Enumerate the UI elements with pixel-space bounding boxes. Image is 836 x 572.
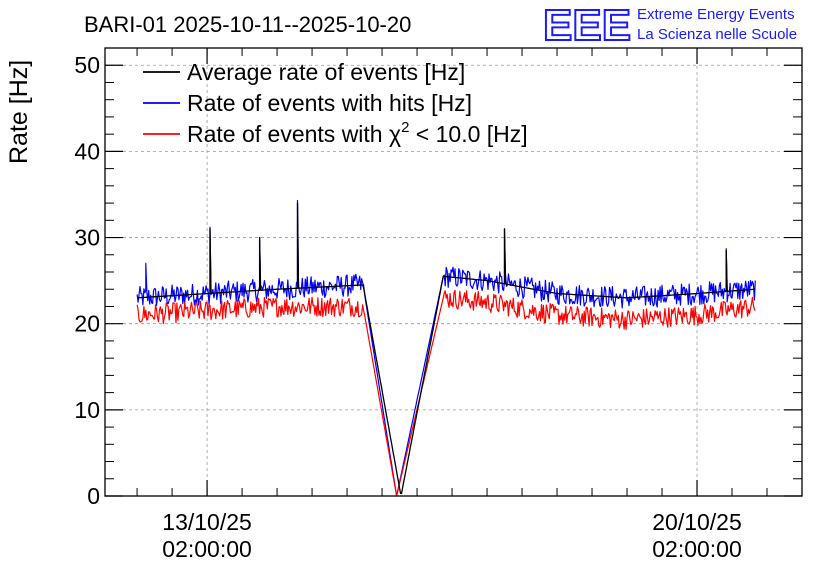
series-line-0: [137, 202, 756, 495]
x-tick-time-label: 02:00:00: [652, 536, 742, 562]
x-tick-time-label: 02:00:00: [162, 536, 252, 562]
y-tick-label: 20: [74, 311, 100, 337]
y-tick-label: 30: [74, 225, 100, 251]
y-tick-label: 10: [74, 397, 100, 423]
legend-label-average: Average rate of events [Hz]: [187, 59, 465, 85]
legend: Average rate of events [Hz] Rate of even…: [143, 59, 528, 147]
series-line-2: [136, 289, 756, 497]
legend-chi2-suffix: < 10.0 [Hz]: [409, 121, 527, 147]
y-tick-label: 40: [74, 138, 100, 164]
legend-chi2-symbol: χ: [389, 121, 401, 147]
y-tick-label: 0: [87, 483, 100, 509]
series-layer: [136, 199, 756, 497]
legend-label-chi2: Rate of events with χ2 < 10.0 [Hz]: [187, 119, 528, 147]
x-tick-date-label: 20/10/25: [652, 509, 742, 535]
legend-chi2-power: 2: [401, 119, 409, 136]
eee-logo: EEE Extreme Energy Events La Scienza nel…: [542, 0, 797, 51]
grid-lines: [105, 48, 802, 496]
logo-line-1: Extreme Energy Events: [637, 6, 795, 23]
logo-line-2: La Scienza nelle Scuole: [637, 26, 797, 43]
x-tick-date-label: 13/10/25: [162, 509, 252, 535]
logo-mark: EEE: [543, 1, 631, 50]
y-axis-label: Rate [Hz]: [5, 60, 33, 164]
legend-chi2-prefix: Rate of events with: [187, 121, 389, 147]
y-tick-label: 50: [74, 52, 100, 78]
chart-title: BARI-01 2025-10-11--2025-10-20: [84, 12, 411, 37]
y-axis: 0 10 20 30 40 50: [74, 47, 802, 509]
series-line-1: [136, 199, 756, 497]
legend-label-hits: Rate of events with hits [Hz]: [187, 90, 472, 116]
